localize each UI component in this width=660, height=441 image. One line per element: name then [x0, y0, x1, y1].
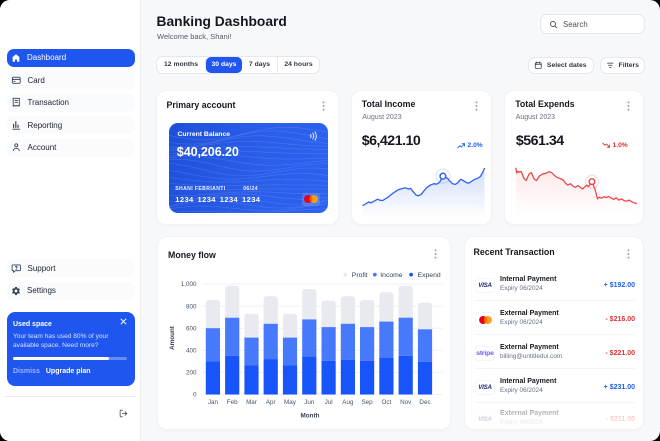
- svg-text:200: 200: [185, 370, 196, 377]
- svg-text:800: 800: [185, 303, 196, 310]
- svg-text:Expend: Expend: [417, 272, 440, 279]
- svg-text:Income: Income: [380, 272, 403, 279]
- svg-text:Aug: Aug: [342, 399, 354, 406]
- svg-text:Profit: Profit: [351, 272, 367, 279]
- svg-text:400: 400: [185, 348, 196, 355]
- svg-text:Amount: Amount: [169, 325, 176, 350]
- svg-text:1,000: 1,000: [180, 281, 196, 288]
- svg-text:Oct: Oct: [381, 399, 391, 406]
- svg-text:May: May: [284, 399, 297, 406]
- svg-text:Sep: Sep: [361, 399, 373, 406]
- svg-text:Jul: Jul: [324, 399, 332, 406]
- svg-text:600: 600: [185, 325, 196, 332]
- svg-text:Feb: Feb: [226, 399, 237, 406]
- svg-text:Dec: Dec: [419, 399, 430, 406]
- svg-text:Mar: Mar: [246, 399, 257, 406]
- svg-text:Apr: Apr: [265, 399, 275, 406]
- svg-text:Month: Month: [300, 413, 319, 420]
- svg-text:Jan: Jan: [207, 399, 218, 406]
- svg-text:Jun: Jun: [304, 399, 315, 406]
- svg-text:0: 0: [192, 392, 196, 399]
- svg-text:Nov: Nov: [400, 399, 412, 406]
